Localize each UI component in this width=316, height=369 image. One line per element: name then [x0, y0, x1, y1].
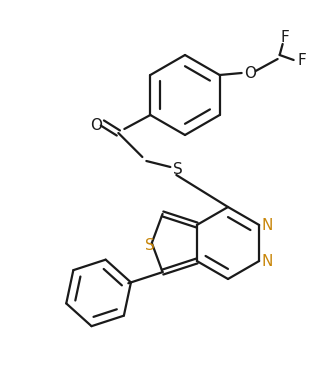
Text: N: N [261, 254, 273, 269]
Text: O: O [90, 117, 102, 132]
Text: O: O [244, 66, 256, 80]
Text: S: S [145, 238, 155, 252]
Text: F: F [297, 52, 306, 68]
Text: F: F [280, 30, 289, 45]
Text: N: N [261, 217, 273, 232]
Text: S: S [173, 162, 183, 176]
